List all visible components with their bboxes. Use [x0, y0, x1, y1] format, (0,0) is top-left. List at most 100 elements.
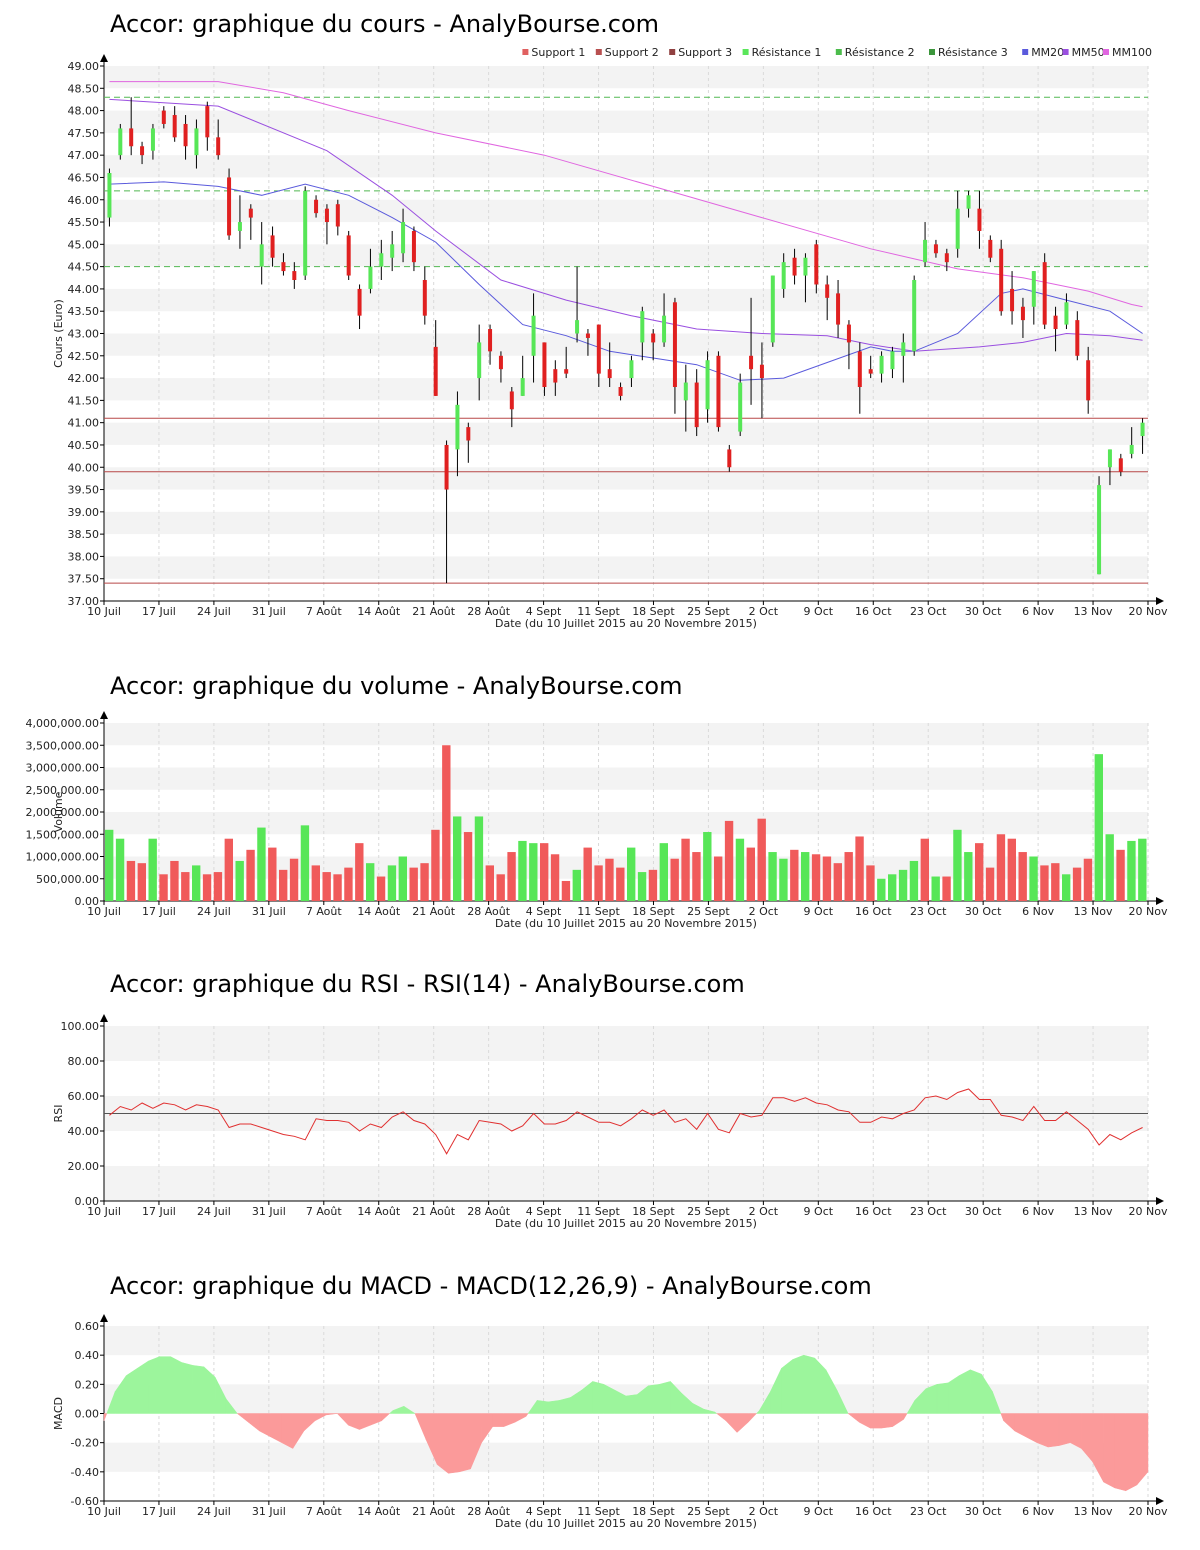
candle-body [553, 369, 558, 383]
y-tick-label: 0.60 [75, 1320, 100, 1333]
x-tick-label: 30 Oct [965, 1505, 1002, 1518]
volume-bar [898, 869, 908, 901]
x-tick-label: 20 Nov [1129, 1205, 1168, 1218]
candle-body [129, 128, 134, 147]
candle-body [923, 239, 928, 263]
x-tick-label: 14 Août [357, 1205, 401, 1218]
x-tick-label: 18 Sept [632, 1505, 675, 1518]
x-tick-label: 10 Juil [87, 1505, 121, 1518]
candle-body [150, 128, 155, 151]
x-tick-label: 20 Nov [1129, 1505, 1168, 1518]
macd-area-segment [559, 1397, 571, 1414]
grid-band [104, 556, 1148, 579]
macd-area-segment [592, 1381, 605, 1414]
x-axis-title: Date (du 10 Juillet 2015 au 20 Novembre … [495, 617, 757, 630]
x-tick-label: 17 Juil [142, 1205, 176, 1218]
macd-area-segment [625, 1394, 638, 1414]
candle-body [498, 355, 503, 370]
ma-line-mm50 [109, 98, 1143, 352]
candle-body [531, 315, 536, 356]
macd-area-segment [381, 1413, 391, 1422]
x-tick-label: 18 Sept [632, 905, 675, 918]
macd-area-segment [170, 1356, 182, 1414]
candle-body [629, 360, 634, 379]
y-axis-arrow [100, 1314, 108, 1322]
x-tick-label: 16 Oct [855, 1205, 892, 1218]
x-tick-label: 23 Oct [910, 1505, 947, 1518]
macd-area-segment [847, 1413, 860, 1423]
x-tick-label: 4 Sept [526, 905, 562, 918]
y-tick-label: 0.40 [75, 1349, 100, 1362]
volume-bar [366, 863, 375, 901]
x-tick-label: 13 Nov [1074, 605, 1113, 618]
macd-area-segment [192, 1365, 205, 1414]
grid-band [104, 467, 1148, 490]
legend-label: Résistance 1 [752, 46, 822, 59]
candle-body [977, 208, 982, 231]
candle-body [194, 128, 199, 156]
grid-band [104, 1026, 1148, 1061]
rsi-chart-title: Accor: graphique du RSI - RSI(14) - Anal… [110, 970, 745, 998]
candle-body [422, 280, 427, 316]
volume-bar [311, 865, 320, 901]
macd-area-segment [925, 1383, 938, 1414]
volume-bar [170, 860, 179, 901]
volume-bar [333, 874, 342, 901]
volume-bar [855, 836, 864, 901]
y-tick-label: 1,500,000.00 [26, 828, 99, 841]
volume-bar [344, 867, 353, 901]
volume-bar [637, 872, 647, 901]
grid-band [104, 199, 1148, 223]
volume-bar [724, 820, 734, 901]
x-tick-label: 24 Juil [197, 605, 231, 618]
candle-body [890, 351, 895, 370]
volume-bar [246, 849, 255, 901]
candle-body [738, 382, 743, 432]
candle-body [607, 369, 612, 379]
volume-bar [1127, 840, 1136, 901]
x-tick-label: 9 Oct [804, 1505, 834, 1518]
x-tick-label: 17 Juil [142, 1505, 176, 1518]
x-tick-label: 21 Août [412, 1505, 456, 1518]
x-axis-arrow [1156, 597, 1164, 605]
candle-body [259, 244, 264, 267]
volume-bar [703, 832, 712, 901]
volume-bar [1062, 874, 1071, 901]
candle-body [455, 404, 460, 450]
candle-body [694, 382, 699, 428]
x-tick-label: 17 Juil [142, 605, 176, 618]
candle-body [477, 342, 482, 379]
y-tick-label: 3,500,000.00 [26, 739, 99, 752]
volume-bar [953, 829, 962, 901]
x-tick-label: 20 Nov [1129, 605, 1168, 618]
legend-swatch [929, 49, 935, 55]
candle-body [749, 355, 754, 370]
grid-band [104, 723, 1148, 746]
macd-area-segment [947, 1375, 960, 1414]
x-tick-label: 2 Oct [749, 1205, 779, 1218]
y-axis-title: Volume [52, 791, 65, 832]
volume-bar [594, 865, 603, 901]
y-tick-label: 60.00 [68, 1090, 100, 1103]
macd-area-segment [525, 1413, 529, 1418]
volume-bar [888, 874, 897, 901]
x-tick-label: 21 Août [412, 1205, 456, 1218]
macd-area-segment [714, 1411, 718, 1414]
candle-body [857, 351, 862, 387]
legend-label: Support 2 [605, 46, 659, 59]
x-axis-title: Date (du 10 Juillet 2015 au 20 Novembre … [495, 917, 757, 930]
x-tick-label: 9 Oct [804, 1205, 834, 1218]
macd-area-segment [1025, 1413, 1038, 1444]
y-tick-label: 42.50 [68, 350, 100, 363]
macd-area-segment [225, 1398, 238, 1414]
y-axis-title: RSI [52, 1105, 65, 1123]
volume-bar [681, 838, 690, 901]
candle-body [1086, 360, 1091, 401]
candle-body [759, 364, 764, 379]
macd-area-segment [715, 1413, 727, 1422]
legend-swatch [1022, 49, 1029, 55]
legend-swatch [742, 49, 749, 55]
macd-area-segment [270, 1413, 282, 1444]
macd-area-segment [770, 1368, 782, 1414]
candle-body [868, 369, 873, 374]
